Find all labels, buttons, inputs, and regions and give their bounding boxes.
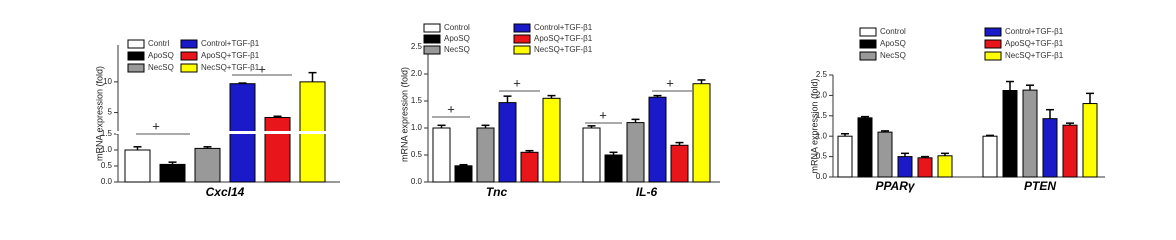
legend-swatch: [984, 51, 1002, 61]
bar: [498, 102, 517, 183]
y-tick-label: 2.0: [816, 91, 828, 100]
bar: [264, 116, 291, 183]
legend-swatch: [859, 51, 877, 61]
bar: [917, 157, 933, 178]
bar: [982, 135, 998, 178]
y-tick-label: 0.5: [101, 161, 113, 170]
legend-label: ApoSQ+TGF-β1: [534, 34, 593, 43]
y-tick-label: 1.5: [411, 96, 423, 105]
annotation: +: [513, 75, 521, 90]
legend-swatch: [513, 23, 531, 33]
legend-swatch: [180, 63, 198, 73]
legend-label: NecSQ: [880, 51, 906, 60]
bar: [124, 149, 151, 183]
bar: [194, 147, 221, 183]
legend-label: NecSQ: [148, 63, 174, 72]
bar: [159, 163, 186, 183]
y-tick-label: 1.0: [411, 123, 423, 132]
legend-label: ApoSQ+TGF-β1: [1005, 39, 1064, 48]
category-label: Cxcl14: [206, 185, 245, 199]
y-tick-label: 1.5: [816, 111, 828, 120]
legend-swatch: [984, 27, 1002, 37]
legend-swatch: [513, 45, 531, 55]
y-tick-label: 1.0: [816, 131, 828, 140]
legend-label: ApoSQ: [444, 34, 470, 43]
bar: [1082, 103, 1098, 178]
y-tick-label: 2.0: [411, 69, 423, 78]
legend-swatch: [984, 39, 1002, 49]
legend-label: Control+TGF-β1: [201, 39, 260, 48]
y-tick-label: 5: [108, 108, 113, 117]
bar: [877, 131, 893, 178]
legend-swatch: [423, 34, 441, 44]
legend-label: NecSQ+TGF-β1: [534, 45, 593, 54]
axis-break: [116, 131, 342, 134]
bar: [897, 156, 913, 178]
category-label: IL-6: [636, 185, 658, 199]
annotation: +: [152, 118, 160, 133]
legend-label: Control+TGF-β1: [534, 23, 593, 32]
bar: [1002, 90, 1018, 178]
legend-swatch: [423, 45, 441, 55]
legend-label: NecSQ: [444, 45, 470, 54]
bar: [937, 155, 953, 178]
category-label: PTEN: [1024, 179, 1056, 193]
legend-label: Control: [444, 23, 470, 32]
legend-swatch: [180, 39, 198, 49]
bar: [542, 97, 561, 183]
y-tick-label: 0.5: [411, 150, 423, 159]
annotation: +: [447, 101, 455, 116]
bar: [837, 135, 853, 178]
bar: [626, 122, 645, 183]
legend-swatch: [859, 39, 877, 49]
bar: [476, 127, 495, 183]
legend-swatch: [180, 51, 198, 61]
legend-label: Contrl: [148, 39, 170, 48]
y-tick-label: 2.5: [411, 42, 423, 51]
bar: [692, 83, 711, 183]
annotation: +: [599, 107, 607, 122]
bar: [670, 144, 689, 183]
legend-label: NecSQ+TGF-β1: [201, 63, 260, 72]
legend-swatch: [127, 39, 145, 49]
y-axis-label: mRNA expression (fold): [94, 66, 104, 161]
category-label: PPARγ: [875, 179, 915, 193]
y-tick-label: 0.5: [816, 152, 828, 161]
legend-label: Control: [880, 27, 906, 36]
y-tick-label: 0.0: [411, 177, 423, 186]
bar: [648, 96, 667, 183]
y-tick-label: 1.5: [101, 129, 113, 138]
y-tick-label: 2.5: [816, 70, 828, 79]
bar: [1022, 89, 1038, 178]
legend-swatch: [513, 34, 531, 44]
bar: [432, 127, 451, 183]
legend-label: ApoSQ: [880, 39, 906, 48]
y-tick-label: 0.0: [816, 172, 828, 181]
y-axis-label: mRNA expression (fold): [399, 67, 409, 162]
category-label: Tnc: [486, 185, 508, 199]
y-tick-label: 10: [103, 77, 112, 86]
legend-swatch: [423, 23, 441, 33]
legend-label: Control+TGF-β1: [1005, 27, 1064, 36]
annotation: +: [666, 75, 674, 90]
annotation: +: [258, 61, 266, 76]
bar: [857, 117, 873, 178]
bar: [520, 151, 539, 183]
bar: [454, 165, 473, 183]
y-tick-label: 1.0: [101, 145, 113, 154]
legend-label: ApoSQ: [148, 51, 174, 60]
legend-swatch: [859, 27, 877, 37]
y-tick-label: 0.0: [101, 177, 113, 186]
legend-swatch: [127, 63, 145, 73]
y-axis-label: mRNA expression (fold): [809, 78, 819, 173]
legend-label: NecSQ+TGF-β1: [1005, 51, 1064, 60]
bar: [1062, 124, 1078, 178]
legend-label: ApoSQ+TGF-β1: [201, 51, 260, 60]
bar: [604, 154, 623, 183]
legend-swatch: [127, 51, 145, 61]
bar: [582, 127, 601, 183]
bar: [1042, 118, 1058, 178]
